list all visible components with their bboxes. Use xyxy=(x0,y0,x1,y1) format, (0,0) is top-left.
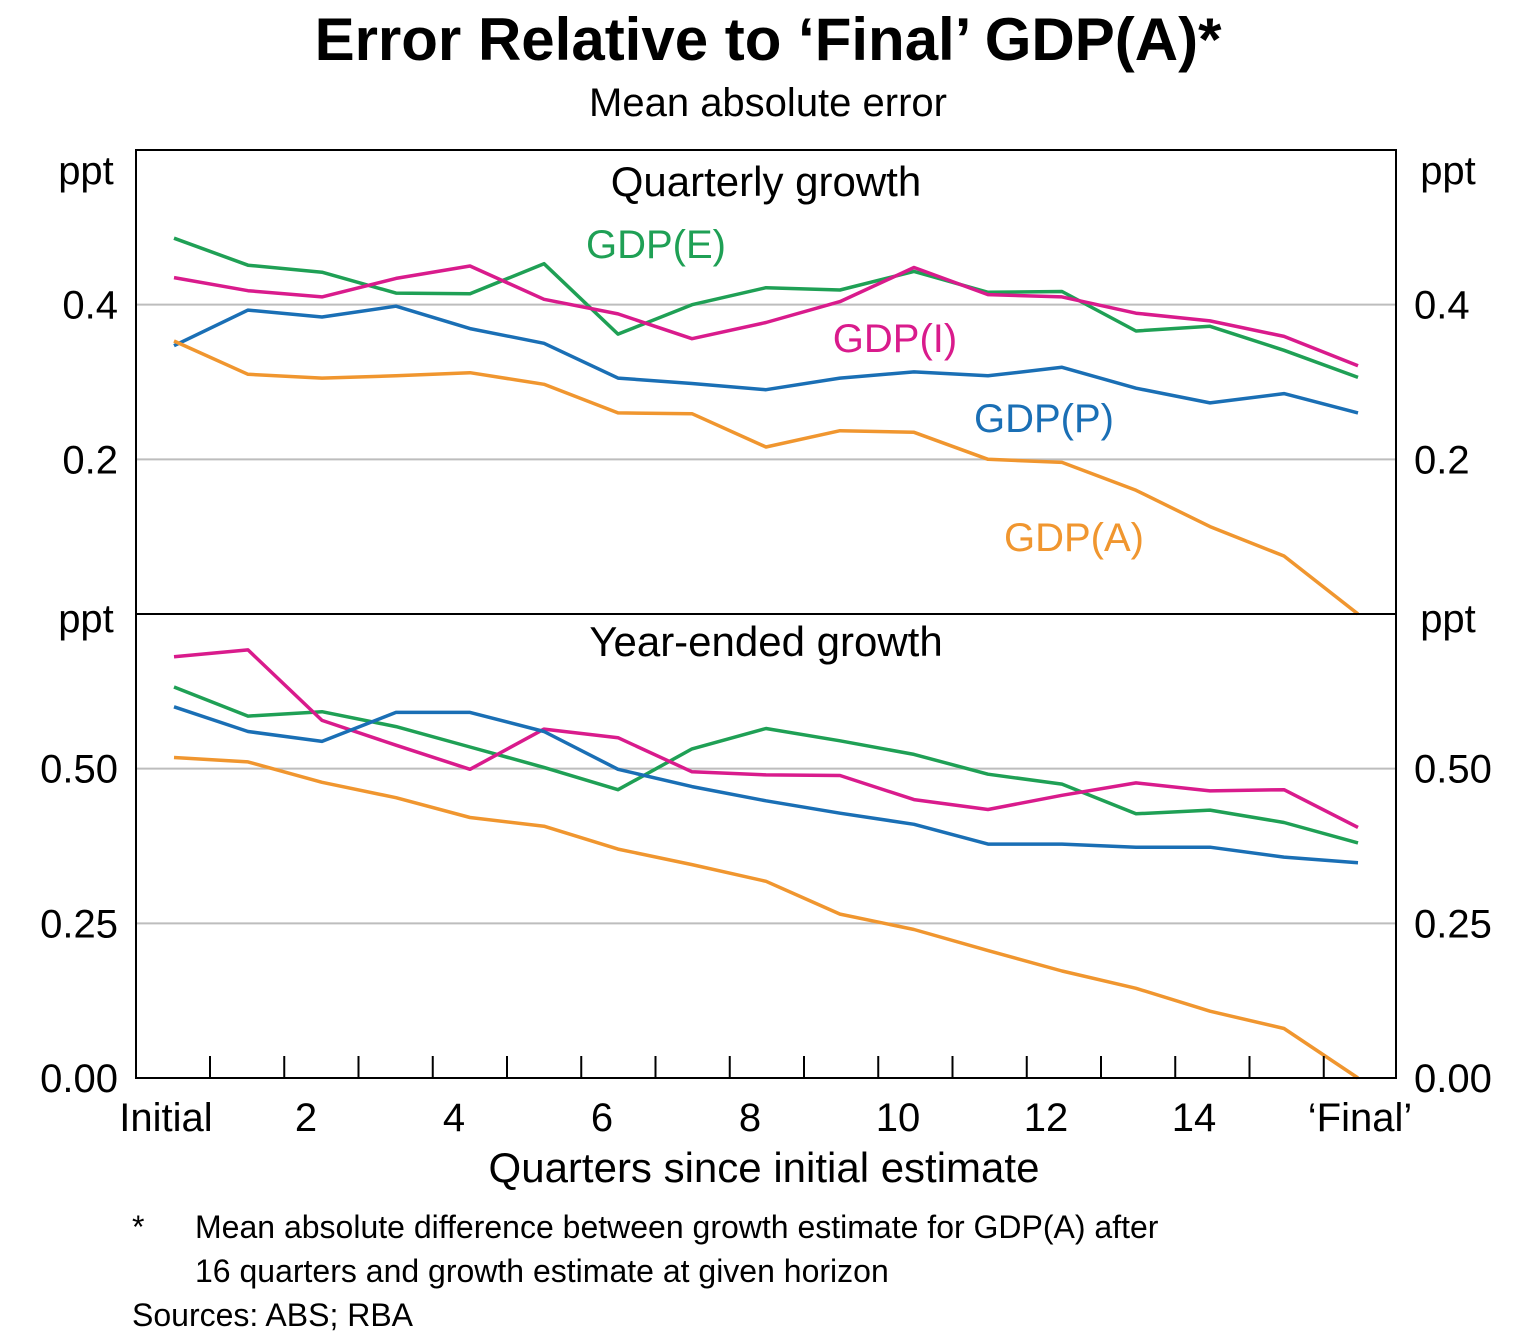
series-line-gdp-e xyxy=(173,685,1359,845)
panel-year-ended-growth: Year-ended growth ppt ppt 0.00 0.00 0.25 0.25 0… xyxy=(40,597,1492,1101)
y-axis-label-left: ppt xyxy=(58,597,114,641)
series-label-gdp-i: GDP(I) xyxy=(833,317,957,361)
y-tick-label-left: 0.25 xyxy=(40,902,118,946)
x-tick-label: ‘Final’ xyxy=(1308,1096,1412,1140)
y-tick-label-left: 0.4 xyxy=(62,284,118,328)
x-axis-label: Quarters since initial estimate xyxy=(489,1144,1040,1191)
y-axis-label-left: ppt xyxy=(58,149,114,193)
sources: Sources: ABS; RBA xyxy=(132,1297,414,1333)
y-tick-label-right: 0.50 xyxy=(1414,748,1492,792)
series-label-gdp-e: GDP(E) xyxy=(586,223,726,267)
series-line-gdp-p xyxy=(173,304,1359,415)
y-tick-label-right: 0.00 xyxy=(1414,1057,1492,1101)
series-line-gdp-i xyxy=(173,648,1359,829)
y-tick-label-right: 0.4 xyxy=(1414,284,1470,328)
y-tick-label-right: 0.25 xyxy=(1414,902,1492,946)
footnotes: * Mean absolute difference between growt… xyxy=(132,1205,1432,1337)
series-label-gdp-a: GDP(A) xyxy=(1004,516,1144,560)
y-axis-label-right: ppt xyxy=(1420,149,1476,193)
panel-title: Quarterly growth xyxy=(611,158,921,205)
x-tick-label: 14 xyxy=(1172,1096,1217,1140)
x-tick-label: 8 xyxy=(739,1096,761,1140)
footnote-text: Mean absolute difference between growth … xyxy=(195,1209,1159,1289)
footnote: * Mean absolute difference between growt… xyxy=(132,1205,1432,1293)
chart-title: Error Relative to ‘Final’ GDP(A)* xyxy=(315,6,1223,73)
x-tick-label: 6 xyxy=(591,1096,613,1140)
y-axis-label-right: ppt xyxy=(1420,597,1476,641)
panel-title: Year-ended growth xyxy=(589,618,942,665)
x-tick-label: 4 xyxy=(443,1096,465,1140)
x-tick-label: 10 xyxy=(876,1096,921,1140)
panel-quarterly-growth: Quarterly growth ppt ppt 0.2 0.2 0.4 0.4 GDP(E)… xyxy=(58,149,1476,616)
footnote-marker: * xyxy=(132,1209,145,1245)
series-line-gdp-a xyxy=(173,755,1359,1080)
series-line-gdp-p xyxy=(173,705,1359,865)
series-line-gdp-i xyxy=(173,264,1359,368)
y-tick-label-left: 0.50 xyxy=(40,748,118,792)
y-tick-label-right: 0.2 xyxy=(1414,438,1470,482)
series-line-gdp-e xyxy=(173,236,1359,380)
x-tick-label: 12 xyxy=(1024,1096,1069,1140)
chart-subtitle: Mean absolute error xyxy=(589,81,947,125)
x-tick-label: Initial xyxy=(119,1096,212,1140)
series-line-gdp-a xyxy=(173,339,1360,616)
y-tick-label-left: 0.2 xyxy=(62,438,118,482)
y-tick-label-left: 0.00 xyxy=(40,1057,118,1101)
chart-canvas: Error Relative to ‘Final’ GDP(A)* Mean a… xyxy=(40,6,1492,1191)
x-tick-label: 2 xyxy=(295,1096,317,1140)
x-axis: Initial 2 4 6 8 10 12 14 ‘Final’ xyxy=(119,1056,1412,1140)
series-label-gdp-p: GDP(P) xyxy=(974,397,1114,441)
